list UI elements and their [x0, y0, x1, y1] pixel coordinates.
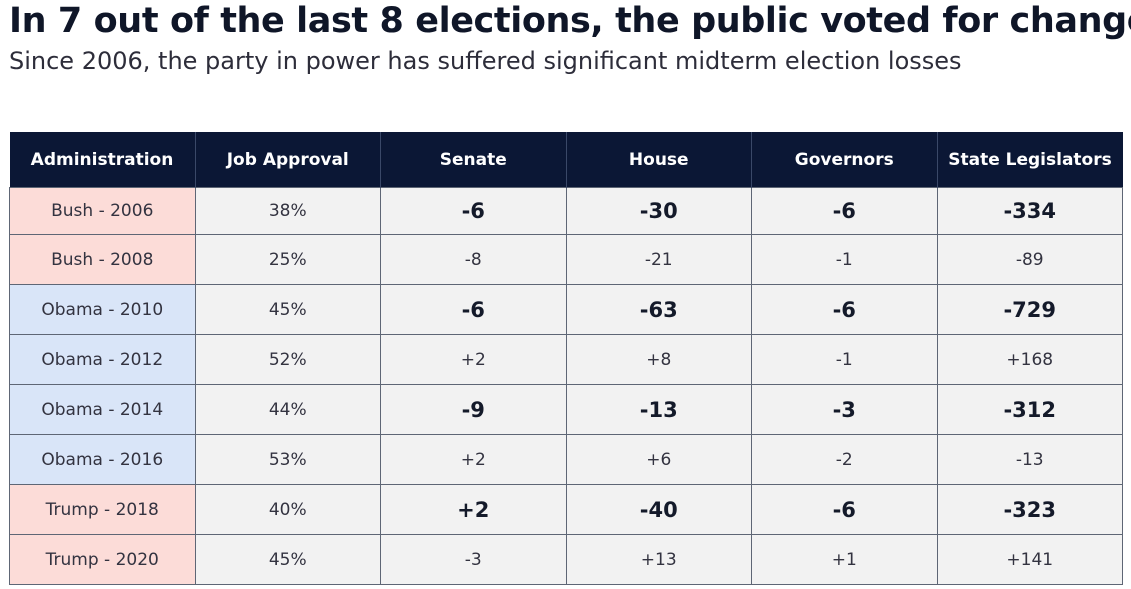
job-approval-cell: 44%	[194, 384, 381, 435]
column-header-state-legislators: State Legislators	[937, 132, 1123, 188]
table-row: Obama - 2010 45% -6 -63 -6 -729	[9, 284, 1123, 335]
senate-cell: -8	[380, 234, 567, 285]
table-row: Bush - 2006 38% -6 -30 -6 -334	[9, 187, 1123, 235]
state-legislators-cell: -729	[936, 284, 1123, 335]
job-approval-cell: 40%	[194, 484, 381, 535]
administration-cell: Obama - 2010	[9, 284, 196, 335]
governors-cell: +1	[751, 534, 938, 585]
administration-cell: Obama - 2016	[9, 434, 196, 485]
governors-cell: -1	[751, 234, 938, 285]
table-row: Trump - 2020 45% -3 +13 +1 +141	[9, 534, 1123, 585]
state-legislators-cell: +168	[936, 334, 1123, 385]
column-header-senate: Senate	[380, 132, 567, 188]
house-cell: -13	[565, 384, 752, 435]
job-approval-cell: 45%	[194, 284, 381, 335]
senate-cell: -3	[380, 534, 567, 585]
senate-cell: -9	[380, 384, 567, 435]
job-approval-cell: 38%	[194, 187, 381, 235]
house-cell: -21	[565, 234, 752, 285]
state-legislators-cell: -323	[936, 484, 1123, 535]
page-subtitle: Since 2006, the party in power has suffe…	[9, 47, 962, 75]
administration-cell: Bush - 2006	[9, 187, 196, 235]
senate-cell: -6	[380, 284, 567, 335]
table-body: Bush - 2006 38% -6 -30 -6 -334 Bush - 2008 25% -…	[9, 187, 1123, 585]
state-legislators-cell: +141	[936, 534, 1123, 585]
table-header-row: Administration Job Approval Senate House…	[9, 132, 1123, 188]
table-row: Bush - 2008 25% -8 -21 -1 -89	[9, 234, 1123, 285]
table-row: Obama - 2016 53% +2 +6 -2 -13	[9, 434, 1123, 485]
column-header-administration: Administration	[9, 132, 196, 188]
house-cell: -30	[565, 187, 752, 235]
governors-cell: -6	[751, 284, 938, 335]
job-approval-cell: 52%	[194, 334, 381, 385]
state-legislators-cell: -13	[936, 434, 1123, 485]
table-row: Obama - 2012 52% +2 +8 -1 +168	[9, 334, 1123, 385]
column-header-governors: Governors	[751, 132, 938, 188]
senate-cell: +2	[380, 334, 567, 385]
job-approval-cell: 45%	[194, 534, 381, 585]
house-cell: +13	[565, 534, 752, 585]
house-cell: +8	[565, 334, 752, 385]
governors-cell: -1	[751, 334, 938, 385]
job-approval-cell: 53%	[194, 434, 381, 485]
senate-cell: -6	[380, 187, 567, 235]
administration-cell: Trump - 2018	[9, 484, 196, 535]
column-header-job-approval: Job Approval	[195, 132, 381, 188]
house-cell: +6	[565, 434, 752, 485]
column-header-house: House	[566, 132, 752, 188]
house-cell: -40	[565, 484, 752, 535]
job-approval-cell: 25%	[194, 234, 381, 285]
administration-cell: Bush - 2008	[9, 234, 196, 285]
administration-cell: Obama - 2012	[9, 334, 196, 385]
governors-cell: -3	[751, 384, 938, 435]
table-row: Obama - 2014 44% -9 -13 -3 -312	[9, 384, 1123, 435]
governors-cell: -6	[751, 187, 938, 235]
state-legislators-cell: -89	[936, 234, 1123, 285]
table-row: Trump - 2018 40% +2 -40 -6 -323	[9, 484, 1123, 535]
senate-cell: +2	[380, 434, 567, 485]
administration-cell: Obama - 2014	[9, 384, 196, 435]
house-cell: -63	[565, 284, 752, 335]
governors-cell: -6	[751, 484, 938, 535]
page-title: In 7 out of the last 8 elections, the pu…	[9, 1, 1131, 41]
state-legislators-cell: -312	[936, 384, 1123, 435]
state-legislators-cell: -334	[936, 187, 1123, 235]
governors-cell: -2	[751, 434, 938, 485]
administration-cell: Trump - 2020	[9, 534, 196, 585]
election-results-table: Administration Job Approval Senate House…	[9, 132, 1123, 585]
senate-cell: +2	[380, 484, 567, 535]
